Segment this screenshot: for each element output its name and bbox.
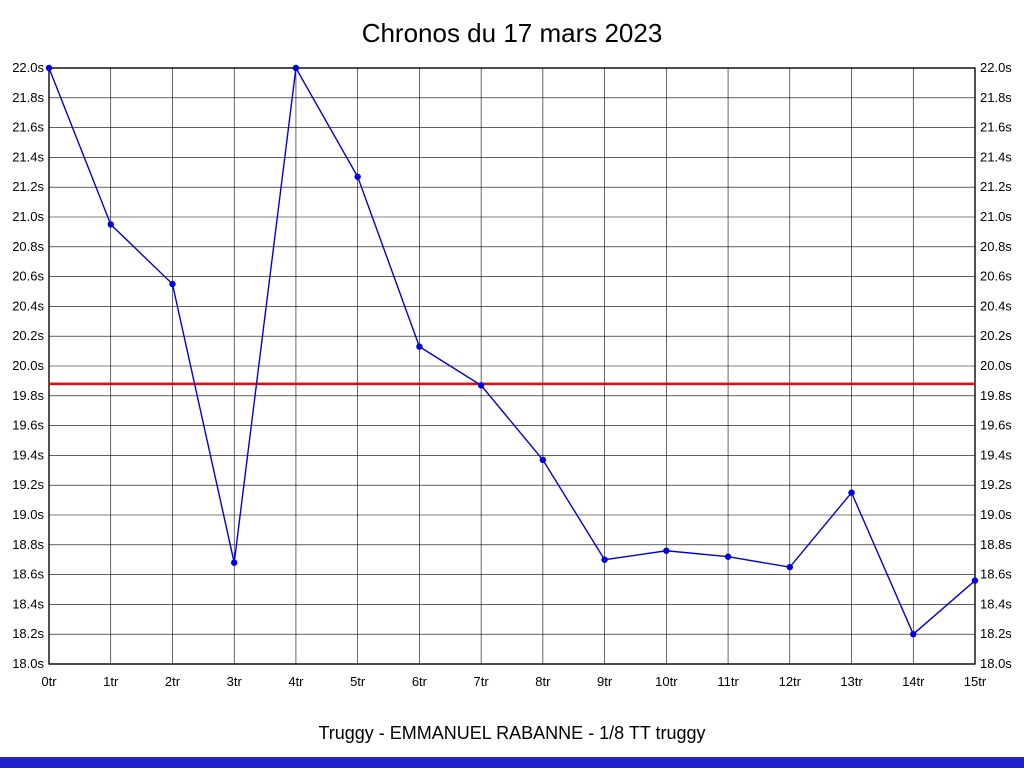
svg-text:18.8s: 18.8s xyxy=(12,537,44,552)
lap-times-line-chart: 18.0s 18.0s 18.2s 18.2s 18.4s 18.4s 18.6s 18.6s… xyxy=(12,60,1012,689)
svg-text:12tr: 12tr xyxy=(779,674,802,689)
svg-text:20.4s: 20.4s xyxy=(980,298,1012,313)
svg-text:20.2s: 20.2s xyxy=(980,328,1012,343)
svg-text:20.0s: 20.0s xyxy=(980,358,1012,373)
svg-text:18.6s: 18.6s xyxy=(980,567,1012,582)
svg-text:20.2s: 20.2s xyxy=(12,328,44,343)
svg-text:21.0s: 21.0s xyxy=(12,209,44,224)
svg-text:19.0s: 19.0s xyxy=(12,507,44,522)
svg-text:20.6s: 20.6s xyxy=(980,269,1012,284)
svg-text:18.6s: 18.6s xyxy=(12,567,44,582)
svg-text:2tr: 2tr xyxy=(165,674,181,689)
bottom-bar xyxy=(0,757,1024,768)
svg-text:11tr: 11tr xyxy=(717,674,739,689)
svg-text:21.6s: 21.6s xyxy=(12,120,44,135)
svg-text:21.6s: 21.6s xyxy=(980,120,1012,135)
svg-text:18.2s: 18.2s xyxy=(980,626,1012,641)
svg-text:8tr: 8tr xyxy=(535,674,551,689)
chart-caption: Truggy - EMMANUEL RABANNE - 1/8 TT trugg… xyxy=(318,723,706,743)
svg-text:19.2s: 19.2s xyxy=(980,477,1012,492)
svg-text:22.0s: 22.0s xyxy=(980,60,1012,75)
svg-text:21.4s: 21.4s xyxy=(12,149,44,164)
svg-text:20.8s: 20.8s xyxy=(12,239,44,254)
svg-text:19.6s: 19.6s xyxy=(12,418,44,433)
svg-text:10tr: 10tr xyxy=(655,674,678,689)
svg-text:21.2s: 21.2s xyxy=(12,179,44,194)
svg-text:7tr: 7tr xyxy=(474,674,490,689)
svg-text:19.4s: 19.4s xyxy=(12,447,44,462)
svg-text:19.2s: 19.2s xyxy=(12,477,44,492)
svg-text:0tr: 0tr xyxy=(41,674,57,689)
svg-text:18.8s: 18.8s xyxy=(980,537,1012,552)
svg-text:20.4s: 20.4s xyxy=(12,298,44,313)
svg-text:18.2s: 18.2s xyxy=(12,626,44,641)
svg-text:18.0s: 18.0s xyxy=(980,656,1012,671)
svg-text:4tr: 4tr xyxy=(288,674,304,689)
svg-text:20.8s: 20.8s xyxy=(980,239,1012,254)
chart-title: Chronos du 17 mars 2023 xyxy=(361,18,663,48)
svg-text:5tr: 5tr xyxy=(350,674,366,689)
svg-text:15tr: 15tr xyxy=(964,674,987,689)
svg-text:9tr: 9tr xyxy=(597,674,613,689)
svg-text:3tr: 3tr xyxy=(227,674,243,689)
svg-text:21.8s: 21.8s xyxy=(12,90,44,105)
svg-text:14tr: 14tr xyxy=(902,674,925,689)
svg-text:19.0s: 19.0s xyxy=(980,507,1012,522)
svg-text:1tr: 1tr xyxy=(103,674,119,689)
svg-text:20.6s: 20.6s xyxy=(12,269,44,284)
svg-text:18.4s: 18.4s xyxy=(980,596,1012,611)
svg-text:21.0s: 21.0s xyxy=(980,209,1012,224)
svg-text:21.8s: 21.8s xyxy=(980,90,1012,105)
svg-text:21.4s: 21.4s xyxy=(980,149,1012,164)
svg-text:19.8s: 19.8s xyxy=(12,388,44,403)
svg-text:18.4s: 18.4s xyxy=(12,596,44,611)
svg-text:19.6s: 19.6s xyxy=(980,418,1012,433)
svg-text:22.0s: 22.0s xyxy=(12,60,44,75)
svg-text:6tr: 6tr xyxy=(412,674,428,689)
svg-text:13tr: 13tr xyxy=(840,674,863,689)
svg-text:21.2s: 21.2s xyxy=(980,179,1012,194)
svg-text:20.0s: 20.0s xyxy=(12,358,44,373)
svg-text:18.0s: 18.0s xyxy=(12,656,44,671)
svg-text:19.8s: 19.8s xyxy=(980,388,1012,403)
svg-text:19.4s: 19.4s xyxy=(980,447,1012,462)
